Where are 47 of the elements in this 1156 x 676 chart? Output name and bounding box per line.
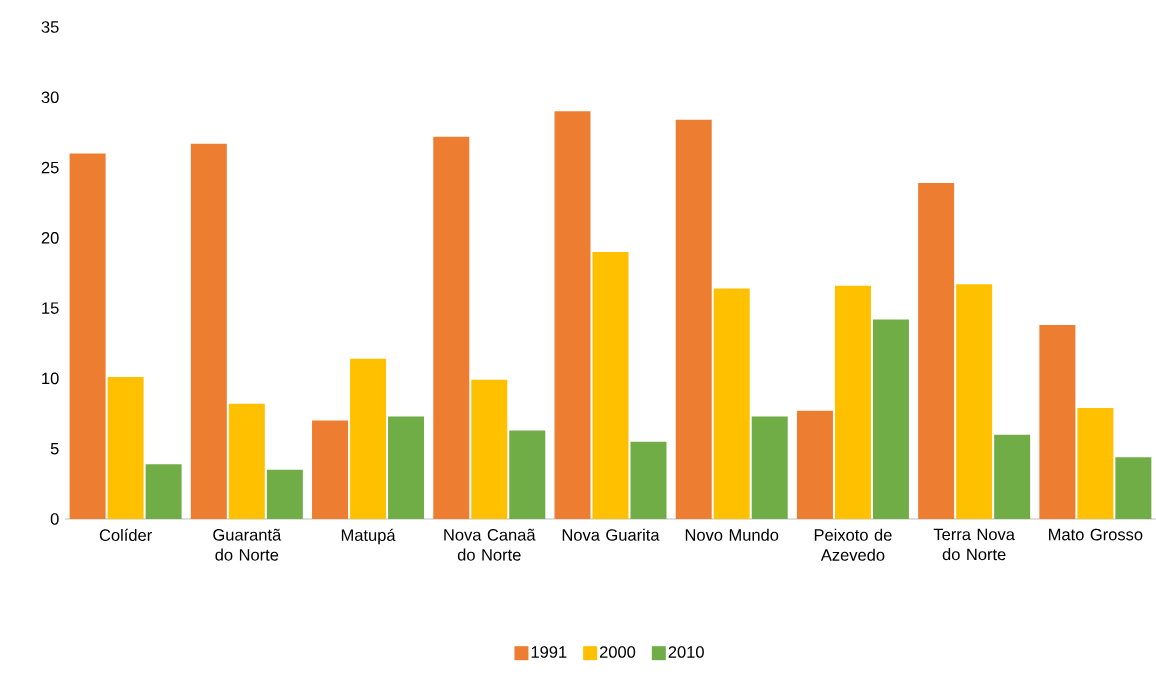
bar [471, 379, 508, 519]
legend-label: 1991 [531, 646, 567, 658]
y-tick-label: 10 [42, 372, 59, 385]
bar [107, 377, 144, 519]
bar [751, 416, 788, 519]
bar [145, 464, 182, 519]
legend-label: 2010 [668, 646, 704, 658]
y-tick-label: 30 [41, 91, 59, 104]
x-tick-label: Nova Canaã do Norte [444, 528, 536, 561]
bar [433, 136, 470, 519]
bar [312, 420, 349, 519]
y-tick-label: 0 [50, 513, 59, 525]
bar [592, 251, 629, 519]
bar [956, 284, 993, 519]
x-tick-label: Mato Grosso [1049, 528, 1143, 541]
y-tick-label: 15 [42, 302, 59, 314]
x-tick-label: Terra Nova do Norte [933, 528, 1015, 561]
bar [388, 416, 425, 519]
bar [266, 469, 303, 519]
legend-label: 2000 [599, 646, 636, 658]
bar [918, 183, 955, 519]
bar [713, 288, 750, 519]
y-tick-label: 25 [41, 161, 59, 174]
bar [1115, 457, 1152, 519]
bar [228, 403, 265, 519]
x-tick-label: Nova Guarita [562, 528, 660, 541]
bar [554, 111, 591, 519]
bar [834, 285, 871, 519]
bar [796, 410, 833, 519]
bar [1077, 407, 1114, 519]
bar [675, 119, 712, 519]
x-tick-label: Colíder [99, 528, 152, 541]
x-tick-label: Novo Mundo [685, 528, 779, 541]
x-tick-label: Matupá [341, 528, 396, 545]
y-tick-label: 35 [41, 21, 59, 33]
bar [190, 143, 227, 519]
y-tick-label: 5 [50, 442, 59, 455]
bar [1039, 325, 1076, 519]
x-tick-label: Guarantã do Norte [213, 528, 282, 561]
bar [630, 441, 667, 519]
bar [69, 153, 106, 519]
bar [872, 319, 909, 519]
bar [350, 358, 387, 519]
x-tick-label: Peixoto de Azevedo [814, 528, 892, 561]
y-tick-label: 20 [41, 232, 59, 244]
bar [994, 434, 1031, 519]
bar [509, 430, 546, 519]
